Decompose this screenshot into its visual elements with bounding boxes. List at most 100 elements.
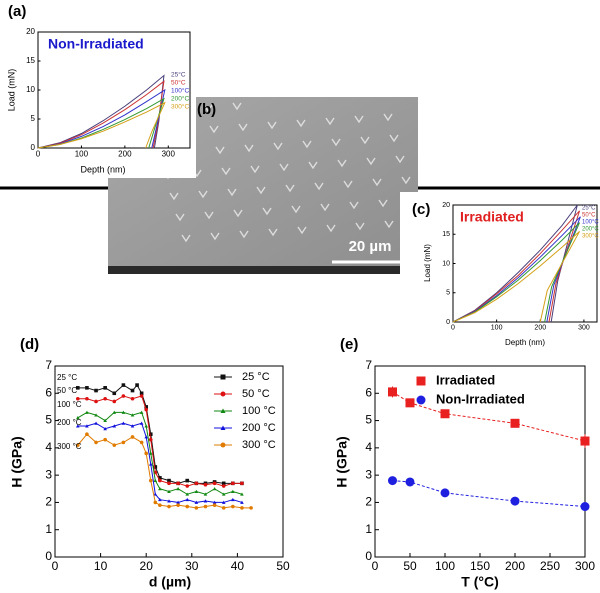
indent-mark xyxy=(325,117,335,126)
marker xyxy=(121,410,126,414)
marker xyxy=(144,407,148,412)
legend-label: 25°C xyxy=(171,71,186,79)
legend-label: 25°C xyxy=(582,206,596,212)
indent-mark xyxy=(401,176,411,185)
y-tick-label: 7 xyxy=(45,358,52,372)
marker xyxy=(194,500,199,504)
legend-label: 200°C xyxy=(171,95,189,103)
series-line xyxy=(37,101,166,149)
y-tick-label: 5 xyxy=(365,413,372,427)
panel-label: (b) xyxy=(197,101,216,118)
marker xyxy=(153,478,158,483)
legend-label: 200°C xyxy=(582,227,599,233)
indent-mark xyxy=(210,232,220,241)
marker xyxy=(94,440,98,445)
marker xyxy=(176,481,180,486)
y-tick-label: 20 xyxy=(442,202,450,209)
marker xyxy=(153,500,158,505)
marker xyxy=(76,424,80,428)
indent-mark xyxy=(354,115,364,124)
y-tick-label: 15 xyxy=(26,56,35,65)
indent-mark xyxy=(273,142,283,151)
marker xyxy=(240,500,244,504)
plot-title: Non-Irradiated xyxy=(48,36,144,52)
indent-mark xyxy=(320,203,330,212)
y-tick-label: 0 xyxy=(45,549,52,563)
y-tick-label: 4 xyxy=(365,440,372,454)
marker xyxy=(185,497,190,502)
marker xyxy=(103,386,107,390)
marker xyxy=(221,481,226,486)
marker xyxy=(130,435,135,439)
marker xyxy=(240,506,244,510)
marker xyxy=(139,394,144,398)
marker xyxy=(158,497,162,502)
y-tick-label: 7 xyxy=(365,358,372,372)
marker xyxy=(112,410,117,414)
y-tick-label: 5 xyxy=(45,413,52,427)
marker xyxy=(231,489,235,493)
marker xyxy=(103,426,107,431)
y-tick-label: 6 xyxy=(45,385,52,399)
plot-title: Irradiated xyxy=(460,209,524,225)
indent-mark xyxy=(250,165,260,174)
marker xyxy=(580,502,590,512)
series-line xyxy=(452,204,578,323)
marker xyxy=(94,413,98,417)
x-tick-label: 0 xyxy=(451,324,455,331)
legend-label: 50°C xyxy=(582,213,596,219)
indent-mark xyxy=(215,146,225,155)
legend-label: 50°C xyxy=(171,79,186,87)
annotation: 200 °C xyxy=(57,418,82,427)
marker xyxy=(185,484,190,488)
marker xyxy=(231,497,235,502)
marker xyxy=(103,418,107,423)
y-tick-label: 0 xyxy=(365,549,372,563)
marker xyxy=(112,399,117,404)
marker xyxy=(405,398,415,408)
indent-mark xyxy=(232,102,242,111)
marker xyxy=(139,440,144,445)
indent-mark xyxy=(302,140,312,149)
marker xyxy=(212,486,217,491)
indent-mark xyxy=(337,159,347,168)
series-line xyxy=(77,395,242,487)
marker xyxy=(221,484,226,488)
x-axis-label: d (µm) xyxy=(149,574,191,590)
legend-marker xyxy=(220,374,226,380)
x-tick-label: 100 xyxy=(435,559,455,573)
marker xyxy=(112,443,117,447)
indent-mark xyxy=(331,138,341,147)
annotation: 300 °C xyxy=(57,442,82,451)
y-tick-label: 1 xyxy=(45,522,52,536)
indent-mark xyxy=(203,104,213,113)
panel-label: (a) xyxy=(8,3,26,20)
marker xyxy=(185,478,190,483)
indent-mark xyxy=(384,220,394,229)
marker xyxy=(194,506,199,510)
marker xyxy=(176,486,180,491)
indent-mark xyxy=(181,234,191,243)
marker xyxy=(221,500,226,504)
x-tick-label: 40 xyxy=(231,559,245,573)
legend-marker xyxy=(416,376,426,386)
x-axis-label: Depth (nm) xyxy=(505,338,545,347)
x-tick-label: 10 xyxy=(94,559,108,573)
indent-mark xyxy=(349,201,359,210)
marker xyxy=(121,394,126,398)
marker xyxy=(85,410,89,414)
x-tick-label: 20 xyxy=(140,559,154,573)
indent-mark xyxy=(238,123,248,132)
annotation: 25 °C xyxy=(57,373,77,382)
marker xyxy=(76,396,80,401)
marker xyxy=(221,492,226,496)
legend-label: 200 °C xyxy=(242,422,276,434)
marker xyxy=(144,435,148,439)
legend-label: 300 °C xyxy=(242,439,276,451)
x-tick-label: 0 xyxy=(372,559,379,573)
indent-mark xyxy=(227,188,237,197)
y-axis-label: H (GPa) xyxy=(334,436,350,487)
x-tick-label: 0 xyxy=(52,559,59,573)
legend-label: 100 °C xyxy=(242,405,276,417)
marker xyxy=(510,496,520,506)
